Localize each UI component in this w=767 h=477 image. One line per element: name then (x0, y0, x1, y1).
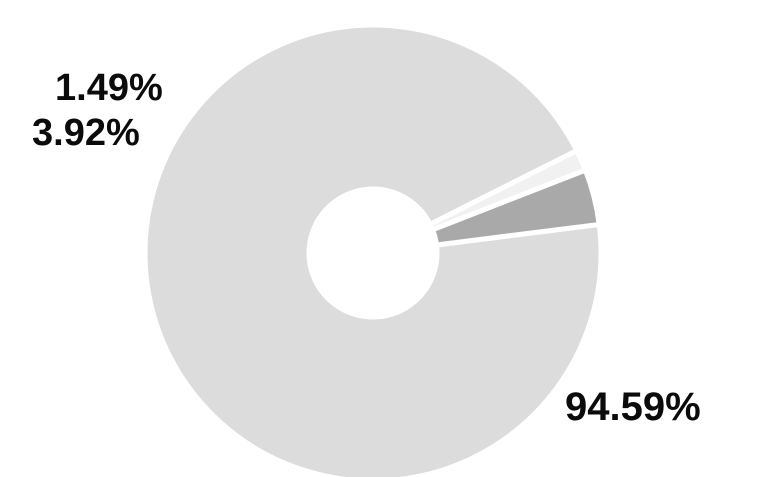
donut-slice-2 (430, 167, 602, 248)
slice-label-major: 94.59% (565, 385, 701, 429)
slice-label-small-bottom: 3.92% (32, 112, 140, 154)
slice-label-small-top: 1.49% (55, 67, 163, 109)
donut-slice-0 (142, 22, 604, 477)
donut-slices (142, 22, 604, 477)
